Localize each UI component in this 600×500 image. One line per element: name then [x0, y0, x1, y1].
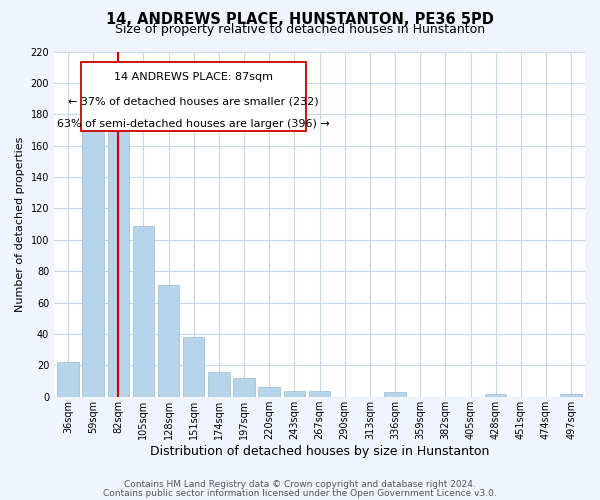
Bar	[57, 362, 79, 397]
Bar	[183, 337, 205, 397]
Bar	[208, 372, 230, 397]
Text: Size of property relative to detached houses in Hunstanton: Size of property relative to detached ho…	[115, 22, 485, 36]
Bar	[485, 394, 506, 397]
Bar	[385, 392, 406, 397]
Text: ← 37% of detached houses are smaller (232): ← 37% of detached houses are smaller (23…	[68, 96, 319, 106]
Y-axis label: Number of detached properties: Number of detached properties	[15, 136, 25, 312]
Text: 63% of semi-detached houses are larger (396) →: 63% of semi-detached houses are larger (…	[57, 119, 330, 129]
Bar	[107, 116, 129, 397]
Bar	[133, 226, 154, 397]
Bar	[233, 378, 255, 397]
Bar	[560, 394, 582, 397]
Bar	[284, 390, 305, 397]
Bar	[82, 130, 104, 397]
Text: Contains public sector information licensed under the Open Government Licence v3: Contains public sector information licen…	[103, 488, 497, 498]
Text: Contains HM Land Registry data © Crown copyright and database right 2024.: Contains HM Land Registry data © Crown c…	[124, 480, 476, 489]
Bar	[158, 286, 179, 397]
Bar	[309, 390, 330, 397]
Text: 14, ANDREWS PLACE, HUNSTANTON, PE36 5PD: 14, ANDREWS PLACE, HUNSTANTON, PE36 5PD	[106, 12, 494, 28]
FancyBboxPatch shape	[80, 62, 306, 131]
Bar	[259, 388, 280, 397]
Text: 14 ANDREWS PLACE: 87sqm: 14 ANDREWS PLACE: 87sqm	[114, 72, 273, 82]
X-axis label: Distribution of detached houses by size in Hunstanton: Distribution of detached houses by size …	[150, 444, 489, 458]
